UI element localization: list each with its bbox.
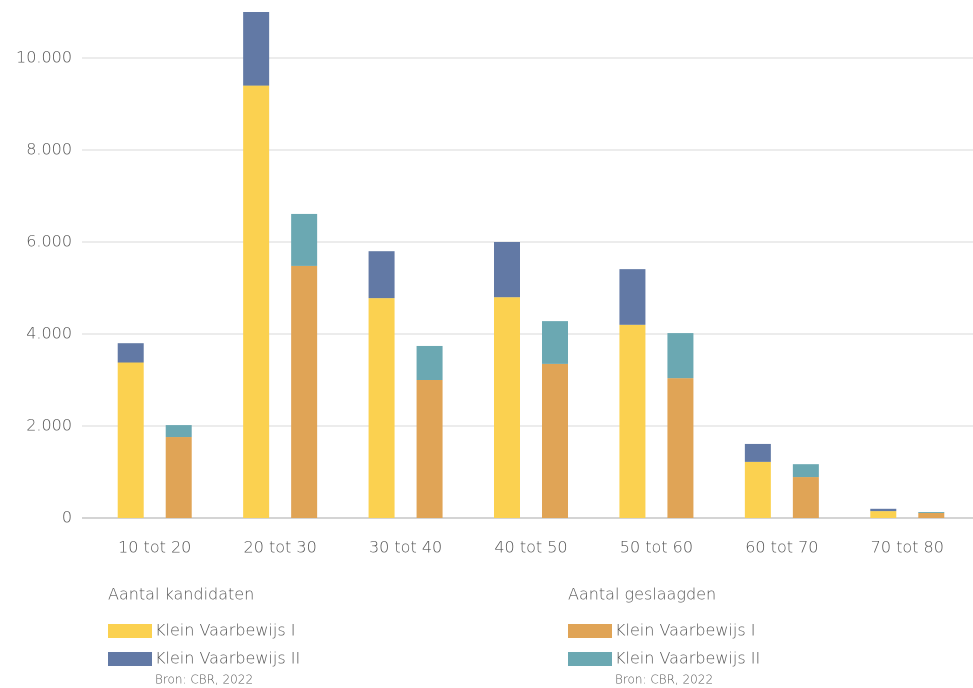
legend-title: Aantal kandidaten	[108, 585, 254, 604]
bar-segment	[870, 508, 897, 512]
x-tick-label: 50 tot 60	[620, 538, 693, 557]
bar-segment	[619, 324, 646, 518]
x-tick-label: 60 tot 70	[745, 538, 818, 557]
bar-segment	[744, 461, 771, 518]
y-tick-label: 6.000	[26, 232, 72, 251]
x-tick-label: 30 tot 40	[369, 538, 442, 557]
bar-segment	[368, 298, 395, 518]
x-tick-label: 70 tot 80	[871, 538, 944, 557]
bar-segment	[918, 512, 945, 513]
bar-segment	[494, 242, 520, 298]
bar-segment	[416, 345, 443, 380]
bar-segment	[117, 362, 144, 518]
y-tick-label: 2.000	[26, 416, 72, 435]
legend-label: Klein Vaarbewijs I	[615, 621, 755, 640]
bar-segment	[165, 425, 192, 438]
legend-swatch	[568, 624, 612, 638]
bar-segment	[291, 265, 318, 518]
bar-segment	[542, 321, 568, 364]
y-tick-label: 0	[62, 508, 72, 527]
y-tick-label: 10.000	[16, 48, 72, 67]
legend-swatch	[108, 624, 152, 638]
bar-segment	[542, 363, 568, 518]
bar-segment	[117, 343, 144, 363]
bar-segment	[918, 512, 945, 518]
y-tick-label: 8.000	[26, 140, 72, 159]
bar-segment	[416, 380, 443, 518]
bar-segment	[667, 333, 694, 379]
bar-segment	[619, 269, 646, 325]
bar-segment	[494, 297, 520, 518]
bar-segment	[792, 477, 819, 518]
source-note: Bron: CBR, 2022	[155, 673, 253, 687]
legend-swatch	[568, 652, 612, 666]
bar-segment	[792, 464, 819, 478]
bar-segment	[291, 213, 318, 266]
legend-swatch	[108, 652, 152, 666]
legend-label: Klein Vaarbewijs II	[615, 649, 760, 668]
legend-label: Klein Vaarbewijs II	[155, 649, 300, 668]
bar-segment	[165, 437, 192, 518]
bar-segment	[243, 85, 270, 518]
bar-segment	[243, 12, 270, 86]
bar-segment	[744, 443, 771, 462]
legend-title: Aantal geslaagden	[568, 585, 716, 604]
bar-segment	[667, 378, 694, 518]
y-tick-label: 4.000	[26, 324, 72, 343]
source-note: Bron: CBR, 2022	[615, 673, 713, 687]
bar-segment	[368, 251, 395, 299]
x-tick-label: 40 tot 50	[494, 538, 567, 557]
x-tick-label: 10 tot 20	[118, 538, 191, 557]
x-tick-label: 20 tot 30	[244, 538, 317, 557]
legend-label: Klein Vaarbewijs I	[155, 621, 295, 640]
bar-segment	[870, 511, 897, 518]
